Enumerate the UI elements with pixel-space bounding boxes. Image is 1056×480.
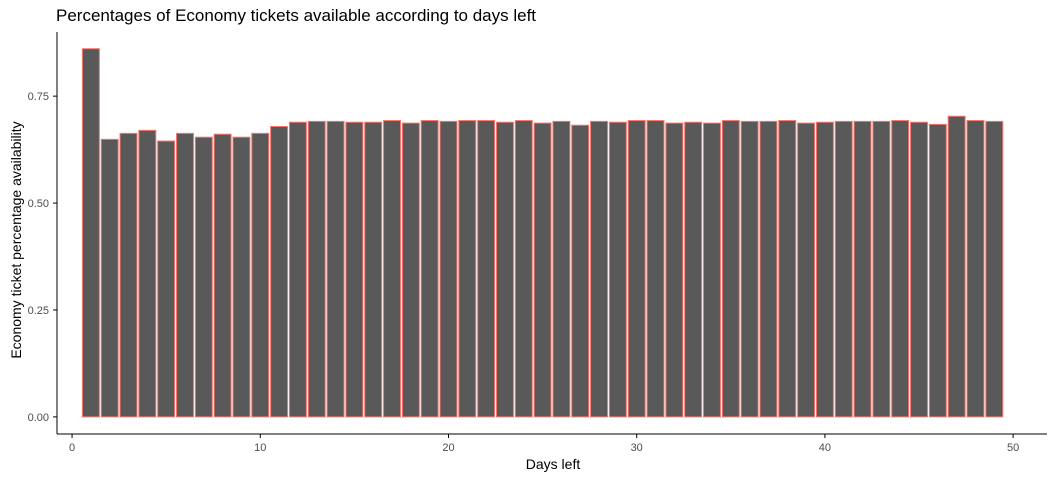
bar-day-5: [157, 140, 176, 418]
bar-day-40: [815, 121, 834, 418]
bar-day-10: [251, 132, 270, 418]
bar-day-49: [985, 120, 1004, 418]
bar-day-2: [100, 138, 119, 418]
bar-day-14: [326, 120, 345, 418]
bar-day-7: [194, 136, 213, 418]
bar-day-48: [966, 120, 985, 418]
bar-day-20: [439, 120, 458, 418]
bar-day-19: [420, 120, 439, 418]
bar-day-6: [176, 132, 194, 418]
bar-day-15: [345, 121, 364, 418]
bar-day-13: [307, 120, 326, 418]
bar-day-16: [364, 121, 383, 418]
x-tick-label: 40: [819, 442, 831, 454]
bar-day-42: [853, 120, 872, 418]
x-tick-label: 0: [69, 442, 75, 454]
bar-day-44: [891, 120, 910, 418]
bar-day-31: [646, 120, 665, 418]
x-tick-label: 10: [254, 442, 266, 454]
bar-day-33: [684, 121, 703, 418]
x-axis-label: Days left: [525, 456, 581, 472]
x-ticks-group: 0 10 20 30 40 50: [69, 434, 1019, 454]
bar-day-30: [627, 120, 646, 418]
bar-day-23: [495, 121, 514, 418]
bar-day-17: [383, 120, 401, 418]
bar-day-12: [288, 121, 307, 418]
bar-day-32: [665, 122, 684, 418]
bar-day-27: [571, 124, 590, 418]
bar-day-35: [721, 120, 740, 418]
bar-day-37: [759, 120, 778, 418]
chart-title: Percentages of Economy tickets available…: [56, 6, 537, 25]
bar-day-9: [232, 136, 251, 418]
y-tick-label: 0.25: [28, 305, 49, 317]
bar-day-47: [947, 115, 966, 418]
bar-day-34: [703, 122, 721, 418]
bar-day-3: [119, 132, 138, 418]
x-tick-label: 20: [442, 442, 454, 454]
bar-day-22: [477, 120, 496, 418]
y-axis-label: Economy ticket percentage availability: [8, 121, 24, 359]
y-tick-label: 0.75: [28, 91, 49, 103]
bar-day-18: [401, 122, 420, 418]
y-tick-label: 0.00: [28, 412, 49, 424]
bar-day-26: [552, 120, 571, 418]
bar-day-21: [458, 120, 477, 418]
bar-day-36: [740, 120, 759, 418]
bar-day-45: [910, 121, 928, 418]
y-tick-label: 0.50: [28, 198, 49, 210]
x-tick-label: 50: [1007, 442, 1019, 454]
bar-day-24: [514, 120, 533, 418]
bar-day-11: [270, 126, 289, 418]
bar-day-25: [533, 122, 552, 418]
bars-group: [81, 48, 1004, 418]
bar-day-4: [138, 129, 157, 418]
bar-day-39: [797, 122, 816, 418]
bar-day-41: [834, 120, 853, 418]
bar-day-38: [778, 120, 797, 418]
bar-day-1: [81, 48, 100, 418]
bar-day-46: [928, 123, 947, 418]
y-ticks-group: 0.00 0.25 0.50 0.75: [28, 91, 57, 424]
bar-day-28: [590, 120, 609, 418]
bar-day-29: [608, 121, 627, 418]
x-tick-label: 30: [631, 442, 643, 454]
bar-day-8: [213, 133, 232, 418]
bar-day-43: [872, 120, 891, 418]
